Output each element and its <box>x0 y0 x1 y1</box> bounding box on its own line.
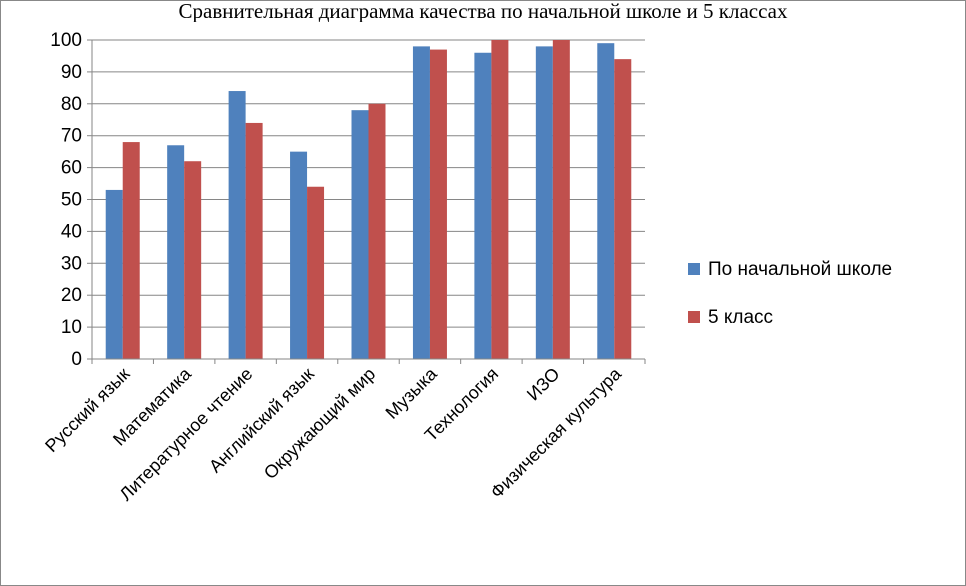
bar-series1-1 <box>167 145 185 359</box>
bar-series2-7 <box>552 40 570 359</box>
y-tick-label: 50 <box>61 190 82 211</box>
y-tick-label: 100 <box>50 30 82 51</box>
bar-series2-1 <box>184 161 202 359</box>
y-tick-label: 30 <box>61 253 82 274</box>
y-tick-label: 0 <box>71 349 82 370</box>
bar-series2-2 <box>245 122 263 359</box>
legend: По начальной школе 5 класс <box>688 259 892 328</box>
bar-series1-6 <box>474 52 492 359</box>
bar-series2-4 <box>368 103 386 359</box>
bar-series1-5 <box>412 46 430 359</box>
y-tick-labels: 0 10 20 30 40 50 60 70 80 90 100 <box>50 30 82 370</box>
legend-swatch-1 <box>688 263 700 275</box>
axes <box>87 39 646 364</box>
bar-series1-0 <box>105 189 123 359</box>
bar-series2-8 <box>614 59 632 359</box>
bar-series1-2 <box>228 91 246 359</box>
x-category-label: Окружающий мир <box>260 364 379 483</box>
legend-label-1: По начальной школе <box>708 259 892 280</box>
chart-title: Сравнительная диаграмма качества по нача… <box>178 0 788 22</box>
bar-series2-5 <box>429 49 447 359</box>
y-tick-label: 90 <box>61 62 82 83</box>
y-tick-label: 80 <box>61 94 82 115</box>
bar-series1-7 <box>535 46 553 359</box>
bar-series1-4 <box>351 110 369 360</box>
y-tick-label: 40 <box>61 221 82 242</box>
y-tick-label: 20 <box>61 285 82 306</box>
x-category-label: Английский язык <box>205 364 318 477</box>
bars <box>105 40 632 360</box>
x-category-label: Музыка <box>382 363 442 423</box>
bar-series1-3 <box>290 151 308 359</box>
y-tick-label: 70 <box>61 126 82 147</box>
bar-series1-8 <box>597 43 615 359</box>
legend-label-2: 5 класс <box>708 307 773 328</box>
y-tick-label: 10 <box>61 317 82 338</box>
x-category-label: ИЗО <box>523 364 564 405</box>
bar-series2-6 <box>491 40 509 359</box>
bar-series2-3 <box>307 186 325 359</box>
legend-swatch-2 <box>688 311 700 323</box>
y-tick-label: 60 <box>61 158 82 179</box>
bar-series2-0 <box>122 142 140 359</box>
